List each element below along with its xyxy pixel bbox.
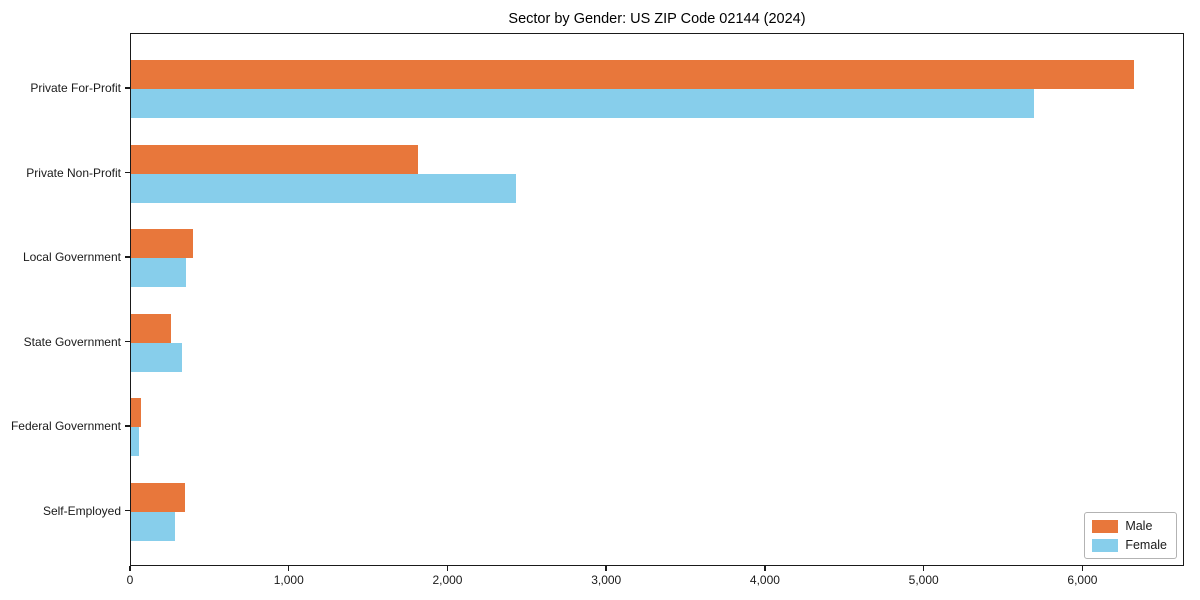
x-tick-mark: [446, 566, 449, 571]
bar-male-private-non-profit: [131, 144, 418, 174]
y-tick-label-private-for-profit: Private For-Profit: [30, 81, 121, 95]
y-tick-mark: [125, 87, 130, 89]
x-tick-mark: [129, 566, 131, 571]
x-tick-label-3000: 3,000: [591, 573, 622, 587]
x-tick-label-0: 0: [126, 573, 134, 587]
bar-group-federal-government: [131, 398, 1183, 456]
x-tick-label-2000: 2,000: [432, 573, 463, 587]
y-tick-label-federal-government: Federal Government: [10, 419, 121, 433]
y-tick-label-self-employed: Self-Employed: [42, 503, 121, 518]
bar-male-state-government: [131, 313, 171, 343]
legend-item-female: Female: [1092, 538, 1167, 552]
bar-male-federal-government: [131, 398, 141, 427]
x-tick-label-6000: 6,000: [1067, 573, 1098, 587]
y-tick-mark: [125, 509, 130, 512]
y-tick-label-private-non-profit: Private Non-Profit: [26, 165, 121, 180]
bar-female-private-for-profit: [131, 89, 1035, 118]
male-color-swatch: [1092, 519, 1119, 533]
legend-item-male: Male: [1092, 519, 1167, 533]
y-tick-label-state-government: State Government: [23, 334, 121, 349]
y-tick-mark: [125, 340, 130, 343]
legend-label-female: Female: [1125, 538, 1167, 552]
bar-female-private-non-profit: [131, 173, 516, 203]
y-tick-mark: [125, 171, 130, 174]
bar-group-private-for-profit: [131, 60, 1183, 118]
x-tick-mark: [764, 566, 766, 571]
x-tick-mark: [1081, 566, 1084, 571]
bar-group-local-government: [131, 229, 1183, 287]
y-tick-mark: [125, 256, 130, 258]
x-tick-mark: [287, 566, 290, 571]
plot-area: Male Female: [130, 33, 1184, 566]
female-color-swatch: [1092, 538, 1119, 552]
bar-female-local-government: [131, 258, 186, 287]
x-tick-label-5000: 5,000: [908, 573, 939, 587]
legend-label-male: Male: [1125, 519, 1153, 533]
bar-male-local-government: [131, 229, 193, 258]
legend: Male Female: [1084, 512, 1177, 559]
bar-male-private-for-profit: [131, 60, 1134, 89]
x-tick-mark: [922, 566, 925, 571]
bar-male-self-employed: [131, 482, 185, 512]
bar-female-federal-government: [131, 427, 139, 456]
chart-title: Sector by Gender: US ZIP Code 02144 (202…: [508, 11, 806, 27]
y-tick-mark: [125, 425, 130, 427]
x-tick-label-1000: 1,000: [273, 573, 304, 587]
x-tick-mark: [605, 566, 607, 571]
bar-female-self-employed: [131, 511, 176, 541]
bar-female-state-government: [131, 342, 182, 372]
bar-group-state-government: [131, 313, 1183, 372]
bar-group-private-non-profit: [131, 144, 1183, 203]
bar-group-self-employed: [131, 482, 1183, 541]
x-tick-label-4000: 4,000: [749, 573, 780, 587]
y-tick-label-local-government: Local Government: [22, 250, 121, 264]
